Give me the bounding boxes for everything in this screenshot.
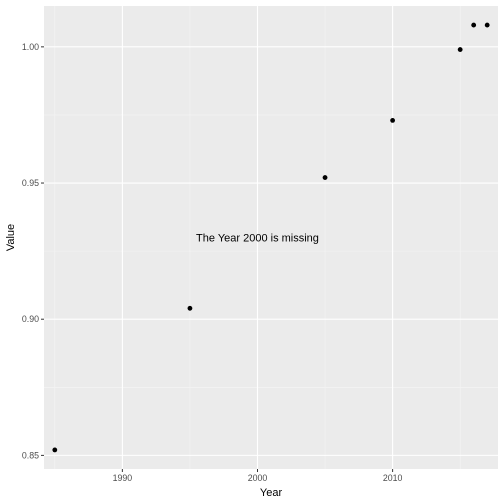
y-tick-label: 0.90 bbox=[22, 314, 39, 324]
data-point bbox=[390, 117, 396, 123]
y-tick-label: 1.00 bbox=[22, 42, 39, 52]
data-point bbox=[187, 305, 193, 311]
minor-grid bbox=[44, 6, 498, 469]
data-point bbox=[471, 22, 477, 28]
y-axis-title: Value bbox=[5, 224, 17, 251]
y-axis: 0.85 0.90 0.95 1.00 bbox=[22, 42, 44, 460]
y-tick-label: 0.95 bbox=[22, 178, 39, 188]
data-points bbox=[52, 22, 490, 453]
annotation-text: The Year 2000 is missing bbox=[196, 233, 319, 245]
data-point bbox=[457, 47, 463, 52]
data-point bbox=[52, 447, 58, 453]
major-grid bbox=[44, 6, 498, 469]
y-tick-label: 0.85 bbox=[22, 450, 39, 460]
x-tick-label: 1990 bbox=[113, 473, 133, 483]
data-point bbox=[322, 175, 328, 180]
x-tick-label: 2010 bbox=[383, 473, 403, 483]
x-tick-label: 2000 bbox=[248, 473, 268, 483]
x-axis: 1990 2000 2010 bbox=[113, 469, 403, 483]
plot-panel bbox=[44, 6, 498, 469]
annotations: The Year 2000 is missing bbox=[196, 233, 319, 245]
data-point bbox=[484, 22, 490, 28]
x-axis-title: Year bbox=[260, 487, 283, 499]
